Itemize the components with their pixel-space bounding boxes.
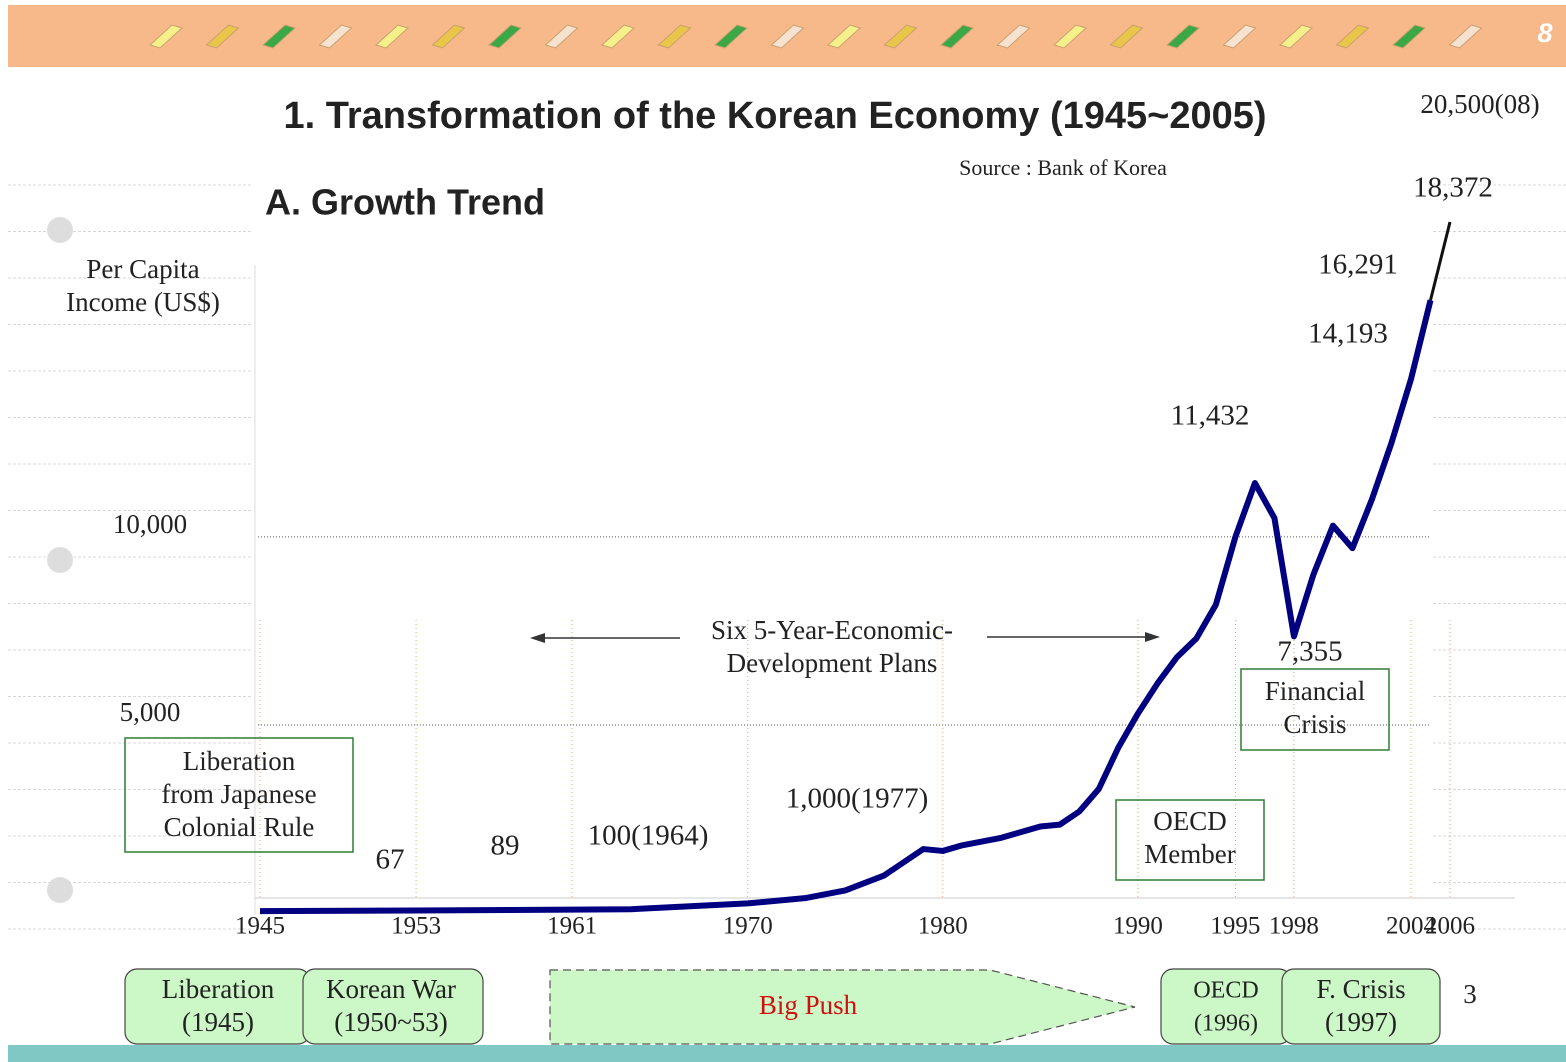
pencil-icon [262, 24, 296, 49]
pencil-icon [431, 24, 466, 49]
x-tick-label: 1990 [1113, 913, 1163, 940]
pencil-icon [375, 24, 409, 49]
hole [47, 217, 73, 243]
x-tick-label: 1980 [918, 913, 968, 940]
timeline-text: F. Crisis [1316, 974, 1405, 1004]
note: 20,500(08) [1420, 89, 1539, 119]
data-label: 100(1964) [588, 820, 709, 852]
arrow-head [530, 633, 545, 643]
arrow-head [1145, 632, 1160, 642]
chart-subtitle: A. Growth Trend [265, 182, 545, 223]
timeline-box [302, 968, 484, 1045]
data-label: 14,193 [1308, 318, 1388, 350]
pencil-icon [601, 24, 635, 49]
pencil-icon [827, 24, 861, 49]
annotation-box [1240, 668, 1390, 751]
pencil-icon [1392, 24, 1426, 49]
series-line [259, 299, 1434, 915]
pencil-icon [714, 24, 748, 49]
annotation-text: Financial [1265, 676, 1365, 706]
annotation-text: from Japanese [161, 779, 316, 809]
hole [47, 877, 73, 903]
timeline-box [1281, 968, 1441, 1045]
y-tick-label: 10,000 [113, 509, 187, 539]
pencil-icon [205, 24, 240, 49]
data-label: 1,000(1977) [786, 783, 929, 815]
pencil-icon [1222, 24, 1257, 49]
timeline-text: (1950~53) [334, 1007, 448, 1037]
timeline-text: Korean War [326, 974, 456, 1004]
annotation-text: Colonial Rule [164, 812, 315, 842]
timeline-text: Liberation [162, 974, 275, 1004]
pencil-icon [657, 24, 692, 49]
timeline-text: (1997) [1325, 1007, 1397, 1037]
annotation-text: Development Plans [727, 648, 938, 678]
y-axis-label: Per Capita [86, 254, 199, 284]
page-number: 8 [1537, 18, 1552, 48]
data-label: 18,372 [1413, 172, 1493, 204]
x-tick-label: 1953 [391, 913, 441, 940]
pencil-icon [1448, 24, 1483, 49]
timeline-text: OECD [1193, 978, 1258, 1004]
pencil-icon [1053, 24, 1087, 49]
annotation-text: Member [1144, 839, 1235, 869]
chart-panel [253, 168, 1433, 938]
timeline-text: (1945) [182, 1007, 254, 1037]
annotation-text: Crisis [1283, 709, 1346, 739]
timeline-text: (1996) [1194, 1011, 1258, 1037]
pencil-icon [488, 24, 522, 49]
y-axis-label: Income (US$) [66, 287, 220, 317]
data-label: 89 [491, 830, 520, 862]
pencil-icon [1335, 24, 1370, 49]
y-tick-label: 5,000 [120, 697, 181, 727]
series-line [1429, 221, 1452, 301]
annotation-text: Liberation [183, 746, 296, 776]
data-label: 16,291 [1318, 249, 1398, 281]
pencil-icon [1166, 24, 1200, 49]
hole [47, 547, 73, 573]
x-tick-label: 2006 [1425, 913, 1475, 940]
annotation-text: Six 5-Year-Economic- [711, 615, 953, 645]
x-tick-label: 1961 [547, 913, 597, 940]
pencil-icon [149, 24, 183, 49]
pencil-row [149, 24, 1483, 49]
x-tick-label: 1998 [1269, 913, 1319, 940]
bottom-band [8, 1045, 1566, 1062]
pencil-icon [770, 24, 805, 49]
x-tick-label: 1995 [1210, 913, 1260, 940]
pencil-icon [996, 24, 1031, 49]
chart-title: 1. Transformation of the Korean Economy … [283, 95, 1266, 137]
annotation-box [1115, 799, 1265, 881]
annotation-text: OECD [1153, 806, 1227, 836]
pencil-icon [1279, 24, 1313, 49]
pencil-icon [318, 24, 353, 49]
plot: 5,000 10,000 1945 1953 1961 1970 1980 1990 1995 1… [113, 172, 1493, 1045]
pencil-icon [544, 24, 579, 49]
annotation-box [124, 737, 354, 853]
timeline-arrow [549, 969, 1136, 1045]
x-tick-label: 1945 [235, 913, 285, 940]
source: Source : Bank of Korea [959, 155, 1167, 180]
pencil-icon [883, 24, 918, 49]
x-tick-label: 1970 [723, 913, 773, 940]
data-label: 11,432 [1171, 400, 1250, 432]
data-label: 67 [376, 844, 405, 876]
data-label: 7,355 [1277, 636, 1342, 668]
slide-number: 3 [1463, 979, 1477, 1009]
timeline-text: Big Push [759, 990, 858, 1020]
pencil-icon [1109, 24, 1144, 49]
x-tick-label: 2004 [1386, 913, 1437, 940]
pencil-icon [940, 24, 974, 49]
